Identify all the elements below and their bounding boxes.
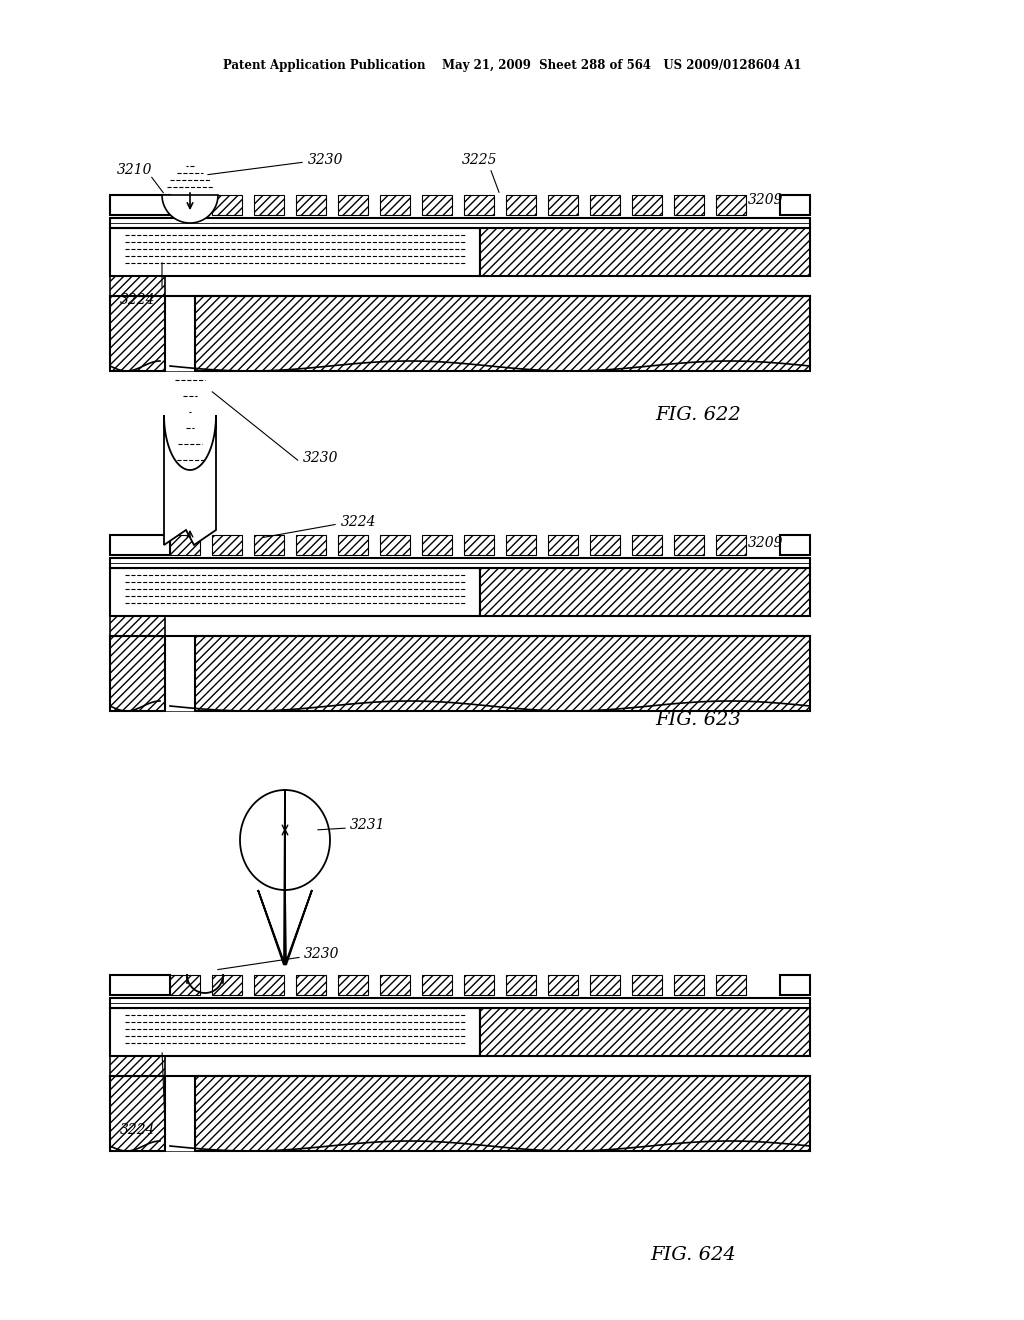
Text: 3230: 3230 [304, 946, 340, 961]
Bar [254, 195, 284, 215]
Polygon shape [162, 195, 218, 223]
Bar [464, 195, 494, 215]
Bar [422, 535, 452, 554]
Bar [780, 975, 810, 995]
Text: 3225: 3225 [462, 153, 498, 168]
Bar [674, 195, 705, 215]
Bar [590, 195, 620, 215]
Bar [296, 535, 326, 554]
Bar [110, 535, 170, 554]
Text: Patent Application Publication    May 21, 2009  Sheet 288 of 564   US 2009/01286: Patent Application Publication May 21, 2… [223, 58, 801, 71]
Bar [170, 195, 200, 215]
Bar [110, 1056, 165, 1076]
Bar [338, 535, 368, 554]
Bar [110, 276, 165, 296]
Bar [464, 975, 494, 995]
Bar [480, 1008, 810, 1056]
Bar [254, 975, 284, 995]
Bar [632, 535, 662, 554]
Bar [170, 975, 200, 995]
Polygon shape [164, 414, 216, 545]
Bar [110, 998, 810, 1008]
Bar [110, 1076, 165, 1151]
Bar [110, 616, 165, 636]
Bar [548, 975, 578, 995]
Bar [716, 535, 746, 554]
Bar [110, 975, 170, 995]
Bar [674, 535, 705, 554]
Bar [296, 195, 326, 215]
Bar [480, 228, 810, 276]
Text: 3230: 3230 [303, 451, 339, 465]
Text: 3230: 3230 [308, 153, 343, 168]
Bar [195, 296, 810, 371]
Text: FIG. 622: FIG. 622 [655, 407, 740, 424]
Bar [195, 636, 810, 711]
Text: 3209: 3209 [748, 536, 783, 550]
Bar [195, 1076, 810, 1151]
Text: 3224: 3224 [120, 293, 156, 308]
Bar [110, 568, 480, 616]
Bar [380, 975, 410, 995]
Bar [506, 535, 536, 554]
Bar [480, 568, 810, 616]
Bar [548, 195, 578, 215]
Polygon shape [240, 789, 330, 965]
Bar [110, 558, 810, 568]
Text: FIG. 623: FIG. 623 [655, 711, 740, 729]
Bar [380, 195, 410, 215]
Bar [632, 975, 662, 995]
Bar [212, 975, 242, 995]
Bar [422, 195, 452, 215]
Bar [716, 195, 746, 215]
Bar [110, 296, 165, 371]
Bar [716, 975, 746, 995]
Text: 3210: 3210 [117, 162, 153, 177]
Text: 3224: 3224 [120, 1123, 156, 1137]
Bar [464, 535, 494, 554]
Bar [590, 975, 620, 995]
Bar [506, 195, 536, 215]
Bar [110, 1008, 480, 1056]
Text: 3224: 3224 [341, 515, 377, 529]
Bar [548, 535, 578, 554]
Bar [170, 535, 200, 554]
Bar [632, 195, 662, 215]
Bar [674, 975, 705, 995]
Bar [780, 535, 810, 554]
Bar [296, 975, 326, 995]
Bar [380, 535, 410, 554]
Bar [110, 228, 480, 276]
Bar [110, 195, 170, 215]
Text: 3209: 3209 [748, 193, 783, 207]
Bar [338, 195, 368, 215]
Bar [212, 195, 242, 215]
Bar [422, 975, 452, 995]
Bar [212, 535, 242, 554]
Bar [506, 975, 536, 995]
Bar [254, 535, 284, 554]
Text: FIG. 624: FIG. 624 [650, 1246, 736, 1265]
Bar [590, 535, 620, 554]
Bar [338, 975, 368, 995]
Bar [780, 195, 810, 215]
Bar [110, 636, 165, 711]
Text: 3231: 3231 [350, 818, 385, 832]
Bar [110, 218, 810, 228]
